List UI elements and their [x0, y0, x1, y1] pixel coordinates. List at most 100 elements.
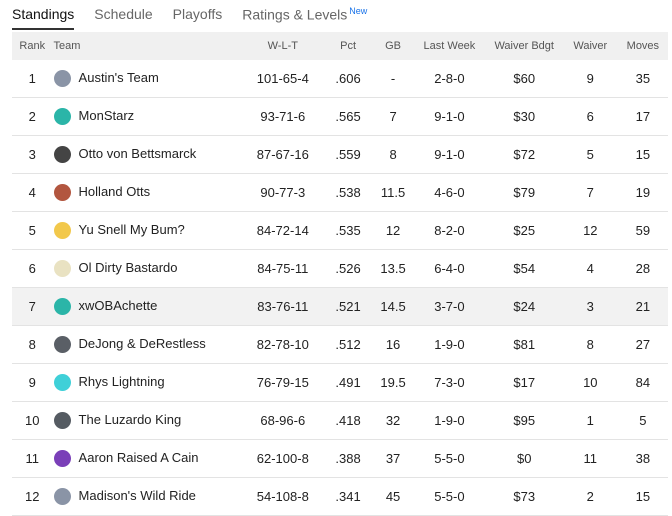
cell: .538 — [323, 173, 373, 212]
team-name[interactable]: Holland Otts — [78, 183, 151, 199]
team-name[interactable]: Rhys Lightning — [78, 373, 165, 389]
column-header[interactable]: GB — [372, 32, 414, 60]
team-name[interactable]: Otto von Bettsmarck — [78, 145, 197, 161]
team-name[interactable]: Aaron Raised A Cain — [78, 449, 199, 465]
cell: 3-7-0 — [413, 287, 486, 326]
cell: 6-4-0 — [413, 249, 486, 288]
cell: 84-75-11 — [242, 249, 324, 288]
team-row[interactable]: 10 The Luzardo King 68-96-6.418 32 1-9-0 $95 1… — [12, 401, 668, 440]
team-icon — [53, 260, 71, 278]
team-cell: The Luzardo King — [52, 401, 243, 440]
cell: 2 — [12, 97, 53, 136]
team-name[interactable]: MonStarz — [78, 107, 135, 123]
tab[interactable]: Playoffs — [173, 0, 223, 28]
column-header[interactable]: Pct — [323, 32, 373, 60]
team-row[interactable]: 9 Rhys Lightning 76-79-15.491 19.5 7-3-0 $17 1… — [12, 363, 668, 402]
cell: $30 — [485, 97, 563, 136]
team-row[interactable]: 1 Austin's Team 101-65-4.606-2-8-0 $60 9 35 — [12, 60, 668, 98]
team-name[interactable]: Austin's Team — [78, 69, 159, 85]
team-row[interactable]: 8 DeJong & DeRestless 82-78-10.512 16 1-9-0 $… — [12, 325, 668, 364]
tab[interactable]: Standings — [12, 0, 75, 30]
team-icon — [53, 412, 71, 430]
team-row[interactable]: 6 Ol Dirty Bastardo 84-75-11.526 13.5 6-4-0 $… — [12, 249, 668, 288]
team-icon — [53, 108, 71, 126]
team-row[interactable]: 7 xwOBAchette 83-76-11.521 14.5 3-7-0 $24 3 21 — [12, 287, 668, 326]
team-cell: Rhys Lightning — [52, 363, 243, 402]
cell: 14.5 — [372, 287, 414, 326]
cell: 6 — [12, 249, 53, 288]
cell: 19 — [617, 173, 668, 212]
cell: $17 — [485, 363, 563, 402]
cell: 5 — [562, 135, 618, 174]
cell: 4 — [562, 249, 618, 288]
team-cell: Madison's Wild Ride — [52, 477, 243, 516]
cell: 12 — [562, 211, 618, 250]
team-cell: Holland Otts — [52, 173, 243, 212]
column-header[interactable]: Waiver Bdgt — [485, 32, 563, 60]
cell: 19.5 — [372, 363, 414, 402]
team-name[interactable]: xwOBAchette — [78, 297, 158, 313]
team-name[interactable]: Ol Dirty Bastardo — [78, 259, 178, 275]
column-header[interactable]: Last Week — [413, 32, 486, 60]
team-cell: Yu Snell My Bum? — [52, 211, 243, 250]
column-header[interactable]: W-L-T — [242, 32, 324, 60]
cell: 5-5-0 — [413, 477, 486, 516]
cell: 7 — [372, 97, 414, 136]
cell: 37 — [372, 439, 414, 478]
team-icon — [53, 146, 71, 164]
team-row[interactable]: 5 Yu Snell My Bum? 84-72-14.535 12 8-2-0 $25 1… — [12, 211, 668, 250]
cell: $79 — [485, 173, 563, 212]
team-cell: Austin's Team — [52, 60, 243, 98]
cell: .606 — [323, 60, 373, 98]
column-header[interactable]: Moves — [617, 32, 668, 60]
tab[interactable]: Ratings & Levels New — [242, 0, 367, 28]
cell: 87-67-16 — [242, 135, 324, 174]
cell: 13.5 — [372, 249, 414, 288]
tab-label: Standings — [12, 6, 75, 22]
team-row[interactable]: 11 Aaron Raised A Cain 62-100-8.388 37 5-5-0… — [12, 439, 668, 478]
cell: 27 — [617, 325, 668, 364]
cell: $73 — [485, 477, 563, 516]
cell: 11.5 — [372, 173, 414, 212]
tab-label: Schedule — [94, 6, 153, 22]
cell: $24 — [485, 287, 563, 326]
team-icon — [53, 488, 71, 506]
team-icon — [53, 336, 71, 354]
cell: .512 — [323, 325, 373, 364]
cell: .388 — [323, 439, 373, 478]
cell: $81 — [485, 325, 563, 364]
cell: .565 — [323, 97, 373, 136]
tab[interactable]: Schedule — [94, 0, 152, 28]
column-header[interactable]: Rank — [12, 32, 53, 60]
team-row[interactable]: 12 Madison's Wild Ride 54-108-8.341 45 5-5-0… — [12, 477, 668, 516]
team-name[interactable]: The Luzardo King — [78, 411, 182, 427]
cell: .341 — [323, 477, 373, 516]
cell: 35 — [617, 60, 668, 98]
team-cell: xwOBAchette — [52, 287, 243, 326]
cell: 2-8-0 — [413, 60, 486, 98]
team-name[interactable]: DeJong & DeRestless — [78, 335, 206, 351]
column-header[interactable]: Waiver — [562, 32, 618, 60]
cell: 68-96-6 — [242, 401, 324, 440]
cell: 4 — [12, 173, 53, 212]
team-icon — [53, 184, 71, 202]
team-icon — [53, 70, 71, 88]
team-name[interactable]: Yu Snell My Bum? — [78, 221, 185, 237]
cell: 4-6-0 — [413, 173, 486, 212]
cell: - — [372, 60, 414, 98]
team-row[interactable]: 3 Otto von Bettsmarck 87-67-16.559 8 9-1-0 $7… — [12, 135, 668, 174]
team-name[interactable]: Madison's Wild Ride — [78, 487, 196, 503]
cell: 101-65-4 — [242, 60, 324, 98]
cell: $54 — [485, 249, 563, 288]
cell: 15 — [617, 135, 668, 174]
cell: .535 — [323, 211, 373, 250]
cell: 11 — [12, 439, 53, 478]
cell: .491 — [323, 363, 373, 402]
team-row[interactable]: 4 Holland Otts 90-77-3.538 11.5 4-6-0 $79 7 19 — [12, 173, 668, 212]
cell: 8 — [372, 135, 414, 174]
team-cell: DeJong & DeRestless — [52, 325, 243, 364]
team-icon — [53, 450, 71, 468]
cell: 12 — [12, 477, 53, 516]
team-row[interactable]: 2 MonStarz 93-71-6.565 7 9-1-0 $30 6 17 — [12, 97, 668, 136]
column-header[interactable]: Team — [52, 32, 243, 60]
